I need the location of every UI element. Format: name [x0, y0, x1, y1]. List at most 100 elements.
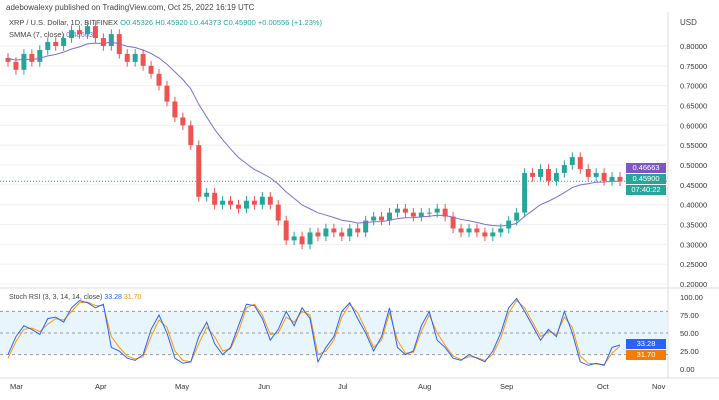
price-badge: 0.45900: [626, 174, 666, 184]
candle-body: [299, 236, 305, 245]
candle-body: [394, 208, 400, 213]
candle-body: [387, 212, 393, 221]
sma-badge: 0.46663: [626, 163, 666, 173]
price-tick: 0.70000: [680, 82, 707, 91]
candle-body: [418, 212, 424, 217]
candle-body: [5, 57, 11, 62]
candle-body: [243, 200, 249, 209]
candle-body: [426, 212, 432, 214]
candle-body: [363, 220, 369, 233]
candle-body: [585, 168, 591, 177]
stoch-tick: 0.00: [680, 365, 695, 374]
candle-body: [148, 65, 154, 74]
candle-body: [355, 228, 361, 233]
candle-body: [339, 232, 345, 237]
candle-body: [410, 212, 416, 217]
candle-body: [21, 53, 27, 70]
candle-body: [259, 196, 265, 205]
candle-body: [561, 165, 567, 173]
candle-body: [132, 53, 138, 62]
candle-body: [569, 157, 575, 166]
candle-body: [609, 176, 615, 181]
sma-label: SMMA (7, close): [9, 30, 65, 39]
stoch-d-value: 31.70: [123, 294, 142, 301]
price-tick: 0.50000: [680, 161, 707, 170]
time-tick: Aug: [418, 382, 431, 391]
stoch-k-value: 33.28: [104, 294, 122, 301]
candle-body: [37, 49, 43, 62]
candle-body: [100, 38, 106, 46]
candle-body: [291, 236, 297, 241]
candle-body: [172, 101, 178, 118]
candle-body: [45, 42, 51, 50]
candle-body: [617, 176, 623, 182]
candle-body: [458, 228, 464, 233]
currency-label: USD: [680, 18, 697, 27]
candle-body: [601, 172, 607, 181]
candle-body: [61, 38, 67, 46]
candle-body: [474, 228, 480, 233]
time-tick: Nov: [652, 382, 666, 391]
candle-body: [514, 212, 520, 221]
stoch-k-line: [7, 297, 621, 366]
price-tick: 0.40000: [680, 201, 707, 210]
candle-body: [450, 216, 456, 229]
symbol-name: XRP / U.S. Dollar, 1D, BITFINEX: [9, 18, 119, 27]
ohlc-high: H0.45920: [155, 18, 188, 27]
candle-body: [434, 208, 440, 213]
stoch-k-badge: 33.28: [626, 339, 666, 349]
price-tick: 0.65000: [680, 102, 707, 111]
candle-body: [84, 26, 90, 35]
candle-body: [315, 232, 321, 237]
candle-body: [379, 216, 385, 221]
stoch-d-line: [7, 299, 621, 366]
candle-body: [522, 172, 528, 213]
stoch-band: [0, 311, 668, 355]
candle-body: [545, 168, 551, 181]
stoch-tick: 100.00: [680, 293, 703, 302]
publisher-line: adebowalexy published on TradingView.com…: [6, 3, 255, 12]
candle-body: [13, 61, 19, 70]
stoch-tick: 75.00: [680, 311, 699, 320]
time-tick: Jun: [258, 382, 270, 391]
candle-body: [553, 172, 559, 181]
sma-line: [7, 41, 621, 227]
candle-body: [482, 232, 488, 237]
stoch-label: Stoch RSI (3, 3, 14, 14, close): [9, 294, 103, 301]
price-tick: 0.35000: [680, 221, 707, 230]
candle-body: [283, 220, 289, 241]
candle-body: [164, 85, 170, 102]
symbol-legend: XRP / U.S. Dollar, 1D, BITFINEX O0.45326…: [9, 18, 322, 27]
ohlc-change: +0.00556 (+1.23%): [257, 18, 323, 27]
price-tick: 0.75000: [680, 62, 707, 71]
candle-body: [275, 204, 281, 221]
stoch-legend: Stoch RSI (3, 3, 14, 14, close) 33.28 31…: [9, 293, 141, 302]
candle-body: [124, 53, 130, 62]
candle-body: [108, 34, 114, 46]
candle-body: [323, 228, 329, 237]
price-tick: 0.20000: [680, 280, 707, 289]
candle-body: [204, 192, 210, 197]
candle-body: [442, 208, 448, 217]
candle-body: [506, 220, 512, 229]
time-tick: May: [175, 382, 189, 391]
stoch-tick: 25.00: [680, 347, 699, 356]
candle-body: [593, 172, 599, 177]
candle-body: [180, 117, 186, 126]
candle-body: [307, 232, 313, 245]
candle-body: [347, 228, 353, 237]
time-tick: Sep: [500, 382, 513, 391]
countdown-badge: 07:40:22: [626, 185, 666, 195]
candle-body: [490, 232, 496, 237]
price-tick: 0.45000: [680, 181, 707, 190]
candle-body: [188, 125, 194, 146]
ohlc-low: L0.44373: [189, 18, 222, 27]
candle-body: [140, 53, 146, 66]
candle-body: [402, 208, 408, 213]
price-tick: 0.55000: [680, 141, 707, 150]
candle-body: [228, 200, 234, 205]
candle-body: [69, 30, 75, 39]
price-tick: 0.25000: [680, 260, 707, 269]
candle-body: [156, 73, 162, 86]
